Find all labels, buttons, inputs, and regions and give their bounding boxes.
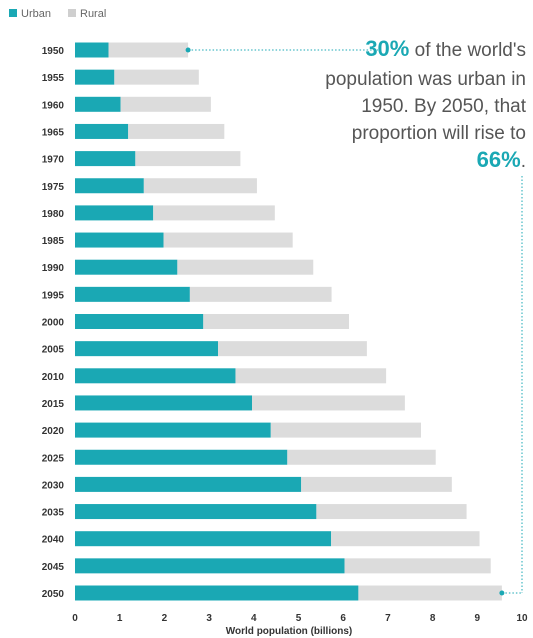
bar-rural-1975 <box>143 178 257 194</box>
annotation-line-5: 66%. <box>477 147 526 172</box>
bar-rural-1960 <box>120 96 211 112</box>
legend: Urban Rural <box>9 8 106 20</box>
x-tick-label-3: 3 <box>206 613 212 624</box>
x-tick-label-5: 5 <box>296 613 302 624</box>
y-tick-label-2015: 2015 <box>42 399 65 410</box>
x-tick-label-7: 7 <box>385 613 391 624</box>
bar-rural-2025 <box>287 449 436 465</box>
y-tick-label-1950: 1950 <box>42 46 65 57</box>
bar-urban-1955 <box>75 69 115 85</box>
x-tick-label-2: 2 <box>162 613 168 624</box>
x-tick-label-8: 8 <box>430 613 436 624</box>
connector-1950-dot <box>185 47 191 53</box>
y-tick-label-2030: 2030 <box>42 480 65 491</box>
y-tick-label-1975: 1975 <box>42 182 65 193</box>
x-axis-ticks: 0 1 2 3 4 5 6 7 8 9 10 <box>72 613 528 624</box>
bar-rural-1950 <box>108 42 189 58</box>
bar-rural-2050 <box>358 585 502 601</box>
bar-rural-1970 <box>135 151 241 167</box>
bar-urban-1985 <box>75 232 164 248</box>
y-tick-label-2040: 2040 <box>42 535 65 546</box>
bar-urban-2035 <box>75 504 317 520</box>
bar-rural-1965 <box>128 123 225 139</box>
bar-rural-2040 <box>331 531 480 547</box>
annotation-connector <box>185 47 523 596</box>
bar-urban-1970 <box>75 151 136 167</box>
bar-urban-2025 <box>75 449 288 465</box>
bar-rural-2030 <box>301 476 452 492</box>
y-tick-label-1995: 1995 <box>42 290 65 301</box>
connector-2050-dot <box>499 590 505 596</box>
y-tick-label-2005: 2005 <box>42 345 65 356</box>
y-tick-label-2020: 2020 <box>42 426 65 437</box>
y-tick-label-2045: 2045 <box>42 562 65 573</box>
bar-rural-2020 <box>270 422 421 438</box>
annotation-line-3: 1950. By 2050, that <box>361 96 527 117</box>
x-tick-label-0: 0 <box>72 613 78 624</box>
y-axis-ticks: 1950 1955 1960 1965 1970 1975 1980 1985 1990 1995… <box>42 46 65 600</box>
y-tick-label-2010: 2010 <box>42 372 65 383</box>
legend-rural-swatch <box>68 9 76 17</box>
bar-rural-1985 <box>163 232 293 248</box>
y-tick-label-1955: 1955 <box>42 73 65 84</box>
bar-rural-2010 <box>235 368 387 384</box>
y-tick-label-1985: 1985 <box>42 236 65 247</box>
x-tick-label-9: 9 <box>475 613 481 624</box>
x-tick-label-4: 4 <box>251 613 257 624</box>
y-tick-label-1990: 1990 <box>42 263 65 274</box>
bar-urban-2030 <box>75 476 302 492</box>
x-tick-label-6: 6 <box>340 613 346 624</box>
y-tick-label-2000: 2000 <box>42 318 65 329</box>
bar-rural-2045 <box>344 558 491 574</box>
bar-urban-2000 <box>75 314 204 329</box>
legend-rural-label: Rural <box>80 8 106 20</box>
bar-urban-1995 <box>75 286 190 302</box>
annotation-line-1: 30% of the world's <box>365 36 526 61</box>
bar-rural-1980 <box>153 205 275 221</box>
bar-urban-2015 <box>75 395 253 411</box>
bar-urban-2045 <box>75 558 345 574</box>
annotation-line-2: population was urban in <box>325 69 526 90</box>
bar-urban-2050 <box>75 585 359 601</box>
x-axis-label: World population (billions) <box>226 626 352 637</box>
legend-urban-label: Urban <box>21 8 51 20</box>
y-tick-label-1980: 1980 <box>42 209 65 220</box>
bar-urban-1965 <box>75 123 129 139</box>
y-tick-label-1970: 1970 <box>42 155 65 166</box>
bar-urban-2040 <box>75 531 332 547</box>
x-tick-label-10: 10 <box>516 613 528 624</box>
x-tick-label-1: 1 <box>117 613 123 624</box>
bars-group <box>75 42 502 601</box>
bar-rural-2005 <box>218 341 367 357</box>
bar-urban-1990 <box>75 259 178 275</box>
y-tick-label-1965: 1965 <box>42 127 65 138</box>
bar-rural-1955 <box>114 69 199 85</box>
bar-rural-1995 <box>189 286 332 302</box>
y-tick-label-2035: 2035 <box>42 508 65 519</box>
bar-urban-2010 <box>75 368 236 384</box>
y-tick-label-1960: 1960 <box>42 100 65 111</box>
bar-rural-2035 <box>316 504 467 520</box>
bar-urban-1975 <box>75 178 144 194</box>
bar-urban-1960 <box>75 96 121 112</box>
bar-urban-1980 <box>75 205 154 221</box>
bar-urban-2020 <box>75 422 271 438</box>
bar-rural-1990 <box>177 259 314 275</box>
legend-urban-swatch <box>9 9 17 17</box>
y-tick-label-2025: 2025 <box>42 453 65 464</box>
bar-urban-2005 <box>75 341 219 357</box>
annotation-line-4: proportion will rise to <box>352 123 526 144</box>
bar-rural-2015 <box>252 395 405 411</box>
annotation-text: 30% of the world's population was urban … <box>325 36 526 172</box>
y-tick-label-2050: 2050 <box>42 589 65 600</box>
bar-urban-1950 <box>75 42 109 58</box>
bar-rural-2000 <box>203 314 350 329</box>
